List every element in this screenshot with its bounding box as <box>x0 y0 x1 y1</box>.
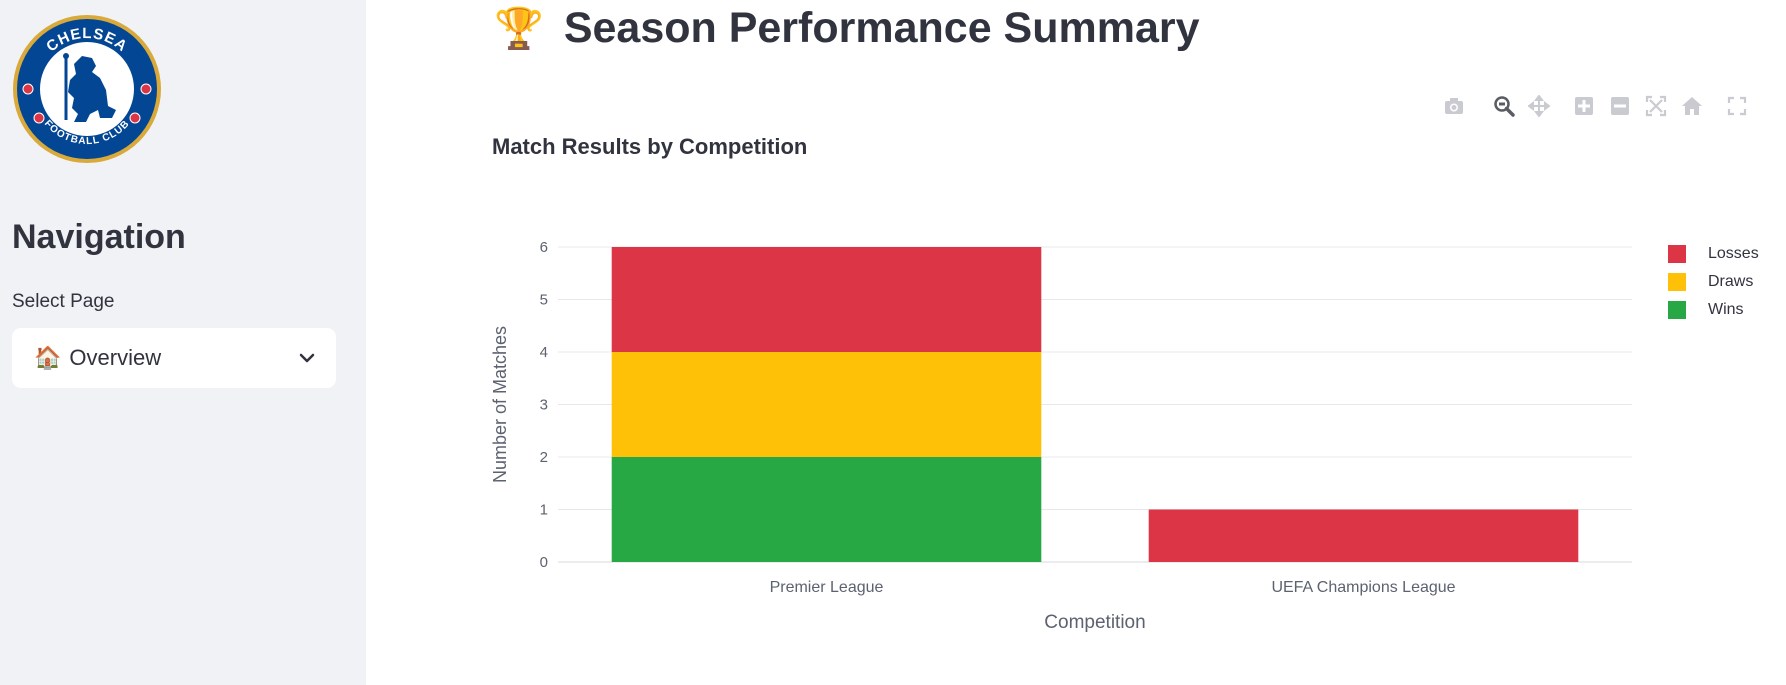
chart-title: Match Results by Competition <box>492 134 808 159</box>
page-select-value: Overview <box>69 345 162 370</box>
y-axis-title: Number of Matches <box>490 326 510 483</box>
pan-icon[interactable] <box>1525 92 1553 120</box>
legend-item-draws[interactable]: Draws <box>1668 268 1759 296</box>
legend-item-losses[interactable]: Losses <box>1668 240 1759 268</box>
stacked-bar-chart: 0 1 2 3 4 5 6 Premier League UEFA Champions Leag… <box>490 239 1632 633</box>
page-title-text: Season Performance Summary <box>563 4 1200 52</box>
page-title: 🏆 Season Performance Summary <box>494 4 1200 53</box>
legend-label: Losses <box>1708 245 1759 262</box>
legend-swatch <box>1668 301 1686 319</box>
legend-swatch <box>1668 245 1686 263</box>
y-tick-label: 6 <box>540 239 548 256</box>
legend-label: Wins <box>1708 301 1744 318</box>
zoom-in-icon[interactable] <box>1570 92 1598 120</box>
zoom-out-icon[interactable] <box>1606 92 1634 120</box>
bar-losses <box>1148 509 1579 562</box>
x-axis-title: Competition <box>1044 612 1145 633</box>
autoscale-icon[interactable] <box>1642 92 1670 120</box>
page-select[interactable]: 🏠 Overview <box>12 328 336 388</box>
chelsea-logo: CHELSEA FOOTBALL CLUB <box>13 15 161 163</box>
x-tick-label: Premier League <box>770 579 884 596</box>
legend-swatch <box>1668 273 1686 291</box>
camera-icon[interactable] <box>1440 92 1468 120</box>
y-tick-label: 4 <box>540 344 548 361</box>
reset-axes-icon[interactable] <box>1678 92 1706 120</box>
legend-item-wins[interactable]: Wins <box>1668 296 1759 324</box>
bar-losses <box>611 247 1042 352</box>
y-tick-label: 2 <box>540 449 548 466</box>
house-icon: 🏠 <box>34 345 62 370</box>
trophy-icon: 🏆 <box>494 7 544 51</box>
bar-draws <box>611 352 1042 457</box>
select-page-label: Select Page <box>12 291 115 312</box>
chevron-down-icon <box>299 353 315 363</box>
fullscreen-icon[interactable] <box>1723 92 1751 120</box>
zoom-icon[interactable] <box>1490 92 1518 120</box>
y-tick-label: 1 <box>540 502 548 519</box>
legend-label: Draws <box>1708 273 1754 290</box>
x-tick-label: UEFA Champions League <box>1271 579 1455 596</box>
bar-wins <box>611 457 1042 562</box>
chart-legend: Losses Draws Wins <box>1668 240 1759 324</box>
sidebar: CHELSEA FOOTBALL CLUB Navigation Select … <box>0 0 366 685</box>
y-tick-label: 0 <box>540 554 548 571</box>
y-tick-label: 3 <box>540 397 548 414</box>
navigation-title: Navigation <box>12 218 186 256</box>
y-tick-label: 5 <box>540 292 548 309</box>
